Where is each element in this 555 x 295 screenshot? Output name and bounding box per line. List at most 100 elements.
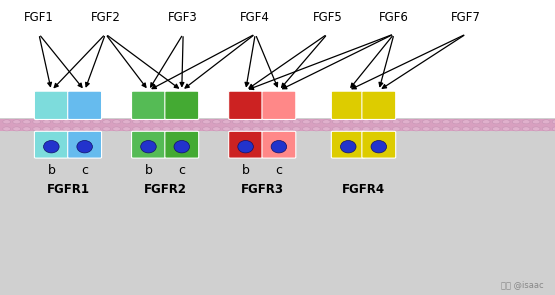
Ellipse shape <box>302 127 310 131</box>
Ellipse shape <box>282 127 290 131</box>
Ellipse shape <box>412 127 420 131</box>
Ellipse shape <box>302 120 310 124</box>
Ellipse shape <box>103 120 110 124</box>
Ellipse shape <box>203 120 210 124</box>
FancyBboxPatch shape <box>229 131 263 158</box>
Ellipse shape <box>93 127 100 131</box>
Ellipse shape <box>223 120 230 124</box>
Ellipse shape <box>372 127 380 131</box>
Ellipse shape <box>532 127 540 131</box>
Ellipse shape <box>402 127 410 131</box>
Ellipse shape <box>352 120 360 124</box>
FancyBboxPatch shape <box>229 91 263 119</box>
Text: FGF7: FGF7 <box>451 11 481 24</box>
Ellipse shape <box>203 127 210 131</box>
Ellipse shape <box>342 127 350 131</box>
FancyBboxPatch shape <box>34 91 68 119</box>
Ellipse shape <box>292 127 300 131</box>
Ellipse shape <box>43 120 51 124</box>
Bar <box>0 118 555 295</box>
Ellipse shape <box>123 127 130 131</box>
FancyBboxPatch shape <box>165 131 199 158</box>
FancyBboxPatch shape <box>362 131 396 158</box>
Text: 知乎 @isaac: 知乎 @isaac <box>501 280 544 289</box>
FancyBboxPatch shape <box>68 131 102 158</box>
Ellipse shape <box>63 120 70 124</box>
Ellipse shape <box>542 127 550 131</box>
Ellipse shape <box>341 140 356 153</box>
Ellipse shape <box>63 127 70 131</box>
Ellipse shape <box>362 127 370 131</box>
Text: FGF3: FGF3 <box>168 11 198 24</box>
Ellipse shape <box>53 120 60 124</box>
Ellipse shape <box>371 140 386 153</box>
Ellipse shape <box>163 120 170 124</box>
Text: b: b <box>47 164 56 177</box>
Ellipse shape <box>392 127 400 131</box>
Ellipse shape <box>13 127 21 131</box>
Ellipse shape <box>452 120 460 124</box>
Ellipse shape <box>392 120 400 124</box>
Ellipse shape <box>123 120 130 124</box>
Ellipse shape <box>33 127 41 131</box>
Ellipse shape <box>492 120 500 124</box>
Ellipse shape <box>193 127 200 131</box>
Ellipse shape <box>238 140 253 153</box>
Ellipse shape <box>552 127 555 131</box>
Ellipse shape <box>83 120 90 124</box>
Ellipse shape <box>213 120 220 124</box>
Text: FGFR2: FGFR2 <box>144 183 186 196</box>
Ellipse shape <box>133 120 140 124</box>
Ellipse shape <box>342 120 350 124</box>
Ellipse shape <box>472 127 480 131</box>
Ellipse shape <box>3 127 11 131</box>
Ellipse shape <box>442 127 450 131</box>
Ellipse shape <box>422 120 430 124</box>
Ellipse shape <box>23 120 31 124</box>
FancyBboxPatch shape <box>362 91 396 119</box>
Ellipse shape <box>141 140 157 153</box>
Text: b: b <box>241 164 250 177</box>
Ellipse shape <box>312 127 320 131</box>
Ellipse shape <box>77 140 92 153</box>
Ellipse shape <box>352 127 360 131</box>
Ellipse shape <box>73 120 80 124</box>
Ellipse shape <box>273 120 280 124</box>
FancyBboxPatch shape <box>262 91 296 119</box>
Ellipse shape <box>271 140 286 153</box>
Ellipse shape <box>103 127 110 131</box>
Ellipse shape <box>223 127 230 131</box>
Text: FGFR1: FGFR1 <box>47 183 89 196</box>
Ellipse shape <box>372 120 380 124</box>
Ellipse shape <box>462 127 470 131</box>
Ellipse shape <box>83 127 90 131</box>
Ellipse shape <box>482 127 490 131</box>
Ellipse shape <box>173 120 180 124</box>
Ellipse shape <box>522 127 530 131</box>
Ellipse shape <box>233 120 240 124</box>
Ellipse shape <box>183 127 190 131</box>
Ellipse shape <box>492 127 500 131</box>
Ellipse shape <box>163 127 170 131</box>
Text: b: b <box>144 164 153 177</box>
Ellipse shape <box>282 120 290 124</box>
Ellipse shape <box>312 120 320 124</box>
Text: c: c <box>275 164 282 177</box>
Ellipse shape <box>253 120 260 124</box>
Ellipse shape <box>53 127 60 131</box>
Ellipse shape <box>243 120 250 124</box>
Ellipse shape <box>33 120 41 124</box>
Ellipse shape <box>332 120 340 124</box>
Ellipse shape <box>502 120 510 124</box>
Ellipse shape <box>143 120 150 124</box>
Ellipse shape <box>243 127 250 131</box>
Ellipse shape <box>43 140 59 153</box>
FancyBboxPatch shape <box>68 91 102 119</box>
Ellipse shape <box>263 120 270 124</box>
Ellipse shape <box>452 127 460 131</box>
Ellipse shape <box>113 120 120 124</box>
Ellipse shape <box>422 127 430 131</box>
Ellipse shape <box>133 127 140 131</box>
Ellipse shape <box>502 127 510 131</box>
Text: FGF5: FGF5 <box>312 11 342 24</box>
